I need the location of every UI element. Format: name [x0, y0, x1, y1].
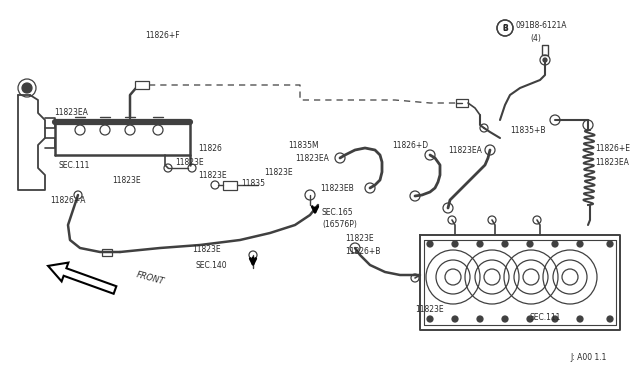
- Circle shape: [477, 241, 483, 247]
- Bar: [456, 99, 468, 107]
- Text: 11823EB: 11823EB: [320, 183, 354, 192]
- Circle shape: [552, 316, 558, 322]
- Circle shape: [607, 241, 613, 247]
- Text: 11826+A: 11826+A: [50, 196, 86, 205]
- Circle shape: [577, 241, 583, 247]
- Circle shape: [502, 241, 508, 247]
- Text: 11826: 11826: [198, 144, 222, 153]
- Text: B: B: [502, 25, 508, 31]
- Bar: [102, 248, 112, 256]
- Circle shape: [477, 316, 483, 322]
- Circle shape: [427, 241, 433, 247]
- Text: 11835M: 11835M: [288, 141, 319, 150]
- Circle shape: [452, 241, 458, 247]
- Circle shape: [552, 241, 558, 247]
- Bar: [135, 81, 149, 89]
- Bar: [223, 180, 237, 189]
- Text: 11823E: 11823E: [264, 167, 292, 176]
- Circle shape: [543, 58, 547, 62]
- Circle shape: [22, 83, 32, 93]
- Text: B: B: [502, 23, 508, 32]
- Text: 091B8-6121A: 091B8-6121A: [516, 20, 568, 29]
- Circle shape: [427, 316, 433, 322]
- Text: 11823E: 11823E: [192, 246, 221, 254]
- Text: 11835: 11835: [241, 179, 265, 187]
- Text: SEC.165: SEC.165: [322, 208, 354, 217]
- Circle shape: [502, 316, 508, 322]
- Text: 11835+B: 11835+B: [510, 125, 545, 135]
- Text: (16576P): (16576P): [322, 219, 357, 228]
- Text: 11823E: 11823E: [175, 157, 204, 167]
- FancyArrow shape: [48, 263, 116, 294]
- Text: SEC.111: SEC.111: [530, 314, 561, 323]
- Text: 11826+B: 11826+B: [345, 247, 380, 257]
- Text: 11826+D: 11826+D: [392, 141, 428, 150]
- Text: SEC.140: SEC.140: [195, 260, 227, 269]
- Text: J: A00 1.1: J: A00 1.1: [570, 353, 606, 362]
- Text: 11826+E: 11826+E: [595, 144, 630, 153]
- Text: 11823EA: 11823EA: [295, 154, 329, 163]
- Text: 11823E: 11823E: [415, 305, 444, 314]
- Circle shape: [577, 316, 583, 322]
- Circle shape: [527, 241, 533, 247]
- Text: SEC.111: SEC.111: [58, 160, 90, 170]
- Circle shape: [607, 316, 613, 322]
- Text: 11823E: 11823E: [112, 176, 141, 185]
- Text: FRONT: FRONT: [135, 270, 165, 286]
- Circle shape: [527, 316, 533, 322]
- Text: 11823EA: 11823EA: [54, 108, 88, 116]
- Text: 11823E: 11823E: [345, 234, 374, 243]
- Text: 11823EA: 11823EA: [595, 157, 629, 167]
- Text: (4): (4): [530, 33, 541, 42]
- Text: 11823E: 11823E: [198, 170, 227, 180]
- Text: 11823EA: 11823EA: [448, 145, 482, 154]
- Text: 11826+F: 11826+F: [145, 31, 180, 39]
- Circle shape: [452, 316, 458, 322]
